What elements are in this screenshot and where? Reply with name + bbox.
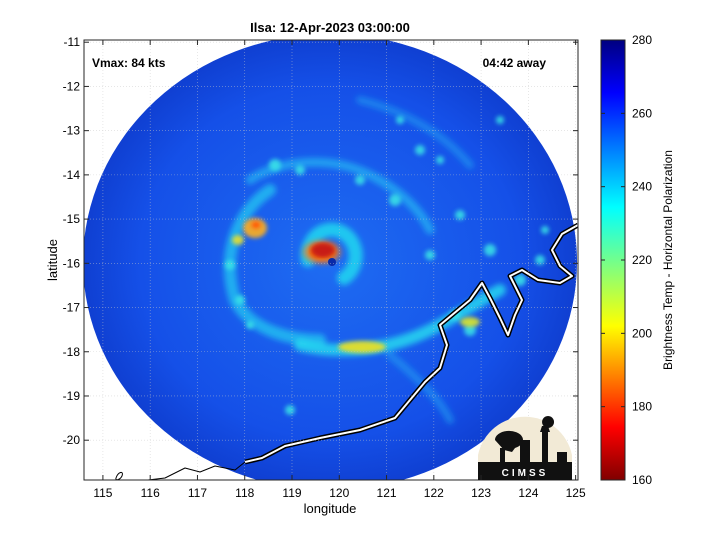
plot-area: Vmax: 84 kts 04:42 away CIMSS 115 116 117 1…	[63, 35, 586, 500]
y-axis-ticks: -11 -12 -13 -14 -15 -16 -17 -18 -19 -20	[63, 35, 578, 447]
x-tick-label: 116	[141, 486, 160, 500]
x-tick-label: 115	[93, 486, 112, 500]
colorbar-tick-label: 260	[632, 106, 652, 120]
x-tick-label: 119	[282, 486, 301, 500]
colorbar-tick-label: 240	[632, 180, 652, 194]
chart-title: Ilsa: 12-Apr-2023 03:00:00	[250, 20, 410, 35]
colorbar-tick-label: 180	[632, 400, 652, 414]
cimss-logo-text: CIMSS	[502, 468, 549, 479]
x-tick-label: 123	[471, 486, 491, 500]
colorbar-label: Brightness Temp - Horizontal Polarizatio…	[661, 150, 675, 370]
x-tick-label: 120	[329, 486, 349, 500]
y-tick-label: -12	[63, 79, 81, 93]
brightness-temp-field	[84, 40, 577, 480]
x-tick-label: 117	[188, 486, 207, 500]
y-axis-label: latitude	[45, 239, 60, 281]
colorbar: 280 260 240 220 200 180 160 Brightness Temp - …	[600, 33, 675, 487]
y-tick-label: -18	[63, 345, 81, 359]
colorbar-tick-label: 220	[632, 253, 652, 267]
y-tick-label: -16	[63, 256, 81, 270]
y-tick-label: -11	[64, 35, 81, 49]
colorbar-tick-label: 200	[632, 326, 652, 340]
y-tick-label: -17	[63, 301, 81, 315]
colorbar-ticks: 280 260 240 220 200 180 160	[601, 33, 652, 487]
x-axis-label: longitude	[304, 501, 357, 516]
time-away-annotation: 04:42 away	[483, 56, 547, 70]
x-tick-label: 124	[518, 486, 538, 500]
y-tick-label: -19	[63, 389, 81, 403]
y-tick-label: -15	[63, 212, 81, 226]
grid	[84, 40, 578, 480]
colorbar-tick-label: 280	[632, 33, 652, 47]
y-tick-label: -13	[63, 124, 81, 138]
vmax-annotation: Vmax: 84 kts	[92, 56, 166, 70]
y-tick-label: -14	[63, 168, 81, 182]
x-tick-label: 118	[235, 486, 254, 500]
cimss-logo: CIMSS	[478, 416, 572, 480]
x-tick-label: 122	[424, 486, 444, 500]
x-tick-label: 125	[566, 486, 586, 500]
eyewall	[300, 238, 344, 266]
x-axis-ticks: 115 116 117 118 119 120 121 122 123 124 125	[93, 40, 586, 500]
colorbar-tick-label: 160	[632, 473, 652, 487]
coastline	[115, 222, 578, 480]
x-tick-label: 121	[377, 486, 397, 500]
y-tick-label: -20	[63, 433, 81, 447]
